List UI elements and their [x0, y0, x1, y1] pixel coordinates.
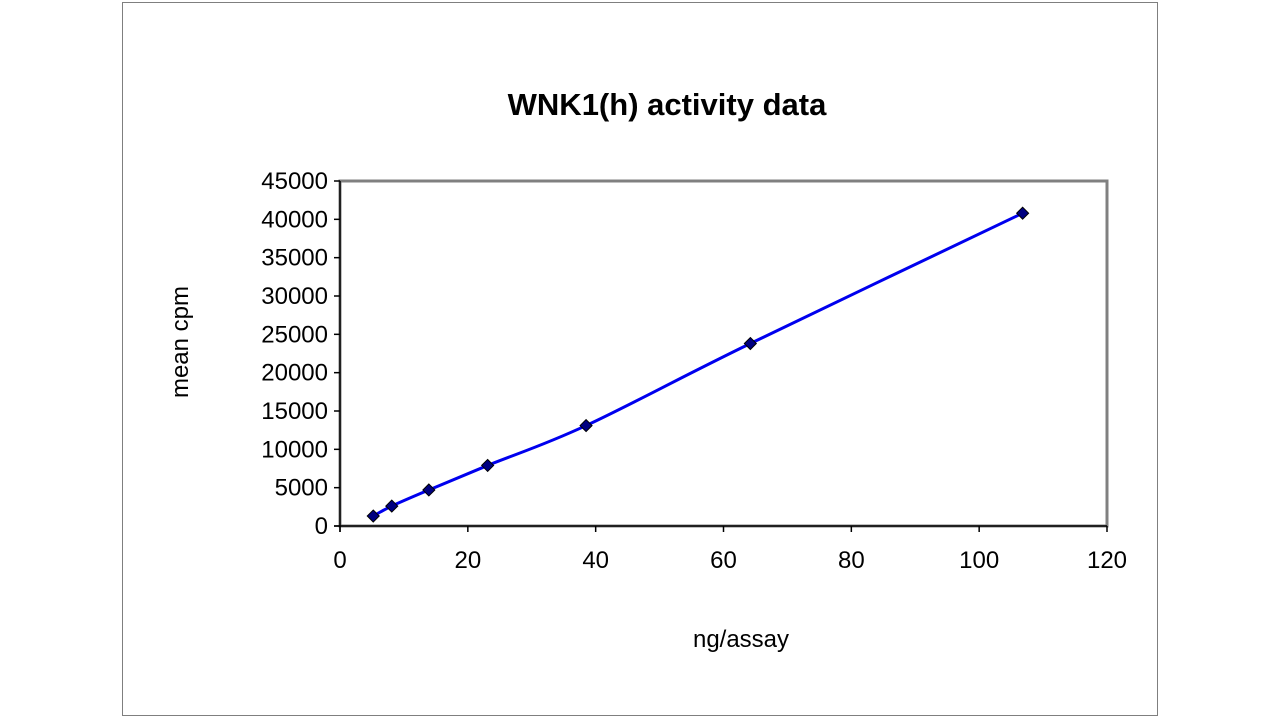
- plot-area: 0 5000 10000 15000 20000 25000 30000 35000 40000…: [261, 168, 1127, 574]
- y-tick-label: 0: [315, 513, 328, 540]
- y-tick-label: 30000: [261, 283, 328, 310]
- y-tick-label: 45000: [261, 168, 328, 195]
- data-point: [385, 499, 399, 513]
- series-line: [372, 211, 1024, 518]
- y-tick-label: 40000: [261, 206, 328, 233]
- x-axis-label: ng/assay: [693, 626, 789, 653]
- data-point: [579, 418, 593, 433]
- plot-border: [338, 179, 1109, 528]
- x-tick-label: 60: [710, 547, 737, 574]
- x-tick-label: 120: [1087, 547, 1127, 574]
- y-tick-label: 15000: [261, 398, 328, 425]
- x-tick-label: 40: [582, 547, 609, 574]
- chart-frame: [122, 2, 1158, 716]
- y-tick-label: 20000: [261, 360, 328, 387]
- y-tick-label: 5000: [275, 475, 328, 502]
- data-point: [366, 509, 380, 523]
- x-tick-label: 80: [838, 547, 865, 574]
- data-point: [422, 483, 436, 497]
- data-point: [480, 458, 495, 473]
- x-tick-label: 20: [454, 547, 481, 574]
- y-tick-label: 25000: [261, 321, 328, 348]
- x-tick-label: 0: [333, 547, 346, 574]
- x-tick-label: 100: [959, 547, 999, 574]
- data-point: [743, 336, 758, 351]
- y-axis-label: mean cpm: [167, 286, 194, 398]
- data-point: [1015, 206, 1030, 220]
- y-tick-label: 10000: [261, 436, 328, 463]
- chart-title: WNK1(h) activity data: [508, 87, 827, 122]
- y-tick-label: 35000: [261, 245, 328, 272]
